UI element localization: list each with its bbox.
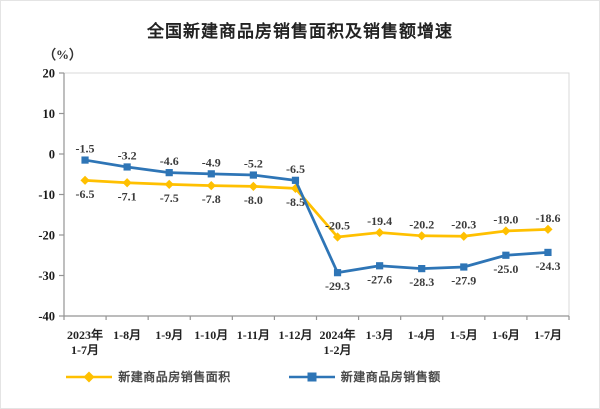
data-point-marker	[123, 163, 131, 171]
x-category-label: 1-3月	[366, 328, 394, 342]
data-point-marker	[291, 176, 300, 184]
data-point-marker	[122, 178, 132, 188]
data-point-marker	[460, 263, 468, 271]
series-line-新建商品房销售额	[83, 158, 550, 275]
y-tick-label: 20	[43, 67, 56, 81]
data-label: -7.8	[202, 192, 221, 206]
sales-amount-line-marker-icon	[288, 372, 335, 381]
sales-area-line-marker-icon	[66, 371, 113, 382]
data-point-marker	[376, 262, 384, 270]
data-label: -28.3	[409, 275, 434, 289]
data-label: -19.0	[493, 212, 518, 226]
data-label: -5.2	[244, 157, 263, 171]
x-category-label: 1-11月	[237, 328, 270, 342]
data-label: -24.3	[535, 259, 560, 273]
y-axis-unit-label: （%）	[43, 47, 83, 62]
x-category-label: 2023年	[67, 327, 103, 342]
y-tick-label: -10	[38, 188, 55, 202]
legend-label-sales-amount: 新建商品房销售额	[340, 370, 441, 384]
data-label: -7.5	[160, 191, 179, 205]
x-category-label: 1-4月	[408, 328, 436, 342]
series-line-新建商品房销售面积	[83, 178, 550, 239]
data-label: -6.5	[76, 187, 95, 201]
data-label: -3.2	[118, 148, 137, 162]
data-point-marker	[333, 269, 342, 277]
x-category-label: 1-7月	[534, 328, 562, 342]
data-label: -20.5	[325, 219, 350, 233]
plot-area-border	[63, 72, 570, 317]
chart-title: 全国新建商品房销售面积及销售额增速	[147, 22, 453, 42]
legend-label-sales-area: 新建商品房销售面积	[118, 370, 231, 384]
x-category-label: 1-12月	[278, 328, 312, 342]
legend-item-sales-amount: 新建商品房销售额	[288, 368, 441, 385]
legend-item-sales-area: 新建商品房销售面积	[66, 368, 231, 385]
data-label: -27.9	[451, 273, 476, 287]
data-point-marker	[417, 231, 427, 241]
data-label: -8.0	[244, 193, 263, 207]
data-label: -29.3	[325, 279, 350, 293]
data-label: -19.4	[367, 214, 392, 228]
data-point-marker	[165, 169, 173, 177]
data-label: -18.6	[535, 211, 560, 225]
data-point-marker	[332, 232, 343, 242]
data-label: -27.6	[367, 272, 392, 286]
y-tick-label: -20	[38, 229, 55, 243]
data-point-marker	[164, 179, 174, 189]
legend: 新建商品房销售面积 新建商品房销售额	[1, 368, 506, 385]
data-point-marker	[249, 171, 257, 179]
data-point-marker	[206, 180, 216, 191]
data-label: -20.3	[451, 218, 476, 232]
data-label: -8.5	[286, 195, 305, 209]
data-label: -4.6	[160, 154, 179, 168]
data-point-marker	[544, 248, 552, 257]
x-category-label: 2024年	[320, 327, 356, 342]
x-category-label: 1-6月	[492, 328, 520, 342]
x-category-label: 1-2月	[324, 343, 352, 357]
data-point-marker	[418, 265, 426, 273]
data-label: -20.2	[409, 217, 434, 231]
y-tick-label: -40	[38, 310, 55, 324]
x-category-label: 1-7月	[71, 343, 99, 357]
x-category-label: 1-10月	[194, 328, 228, 342]
data-point-marker	[375, 227, 385, 238]
data-point-marker	[80, 175, 90, 185]
data-label: -6.5	[286, 162, 305, 176]
x-category-label: 1-5月	[450, 328, 478, 342]
data-label: -1.5	[76, 142, 95, 156]
data-point-marker	[543, 224, 553, 234]
y-tick-label: 0	[49, 148, 55, 162]
data-label: -25.0	[493, 262, 518, 276]
data-point-marker	[502, 251, 510, 259]
x-category-label: 1-8月	[113, 328, 141, 342]
y-tick-label: -30	[38, 269, 55, 283]
data-point-marker	[81, 156, 89, 164]
x-category-label: 1-9月	[155, 328, 183, 342]
y-tick-label: 10	[43, 107, 56, 121]
data-point-marker	[501, 226, 511, 236]
data-label: -7.1	[118, 189, 137, 203]
data-label: -4.9	[202, 155, 221, 169]
data-point-marker	[459, 231, 469, 241]
data-point-marker	[207, 170, 215, 178]
data-point-marker	[248, 181, 258, 191]
